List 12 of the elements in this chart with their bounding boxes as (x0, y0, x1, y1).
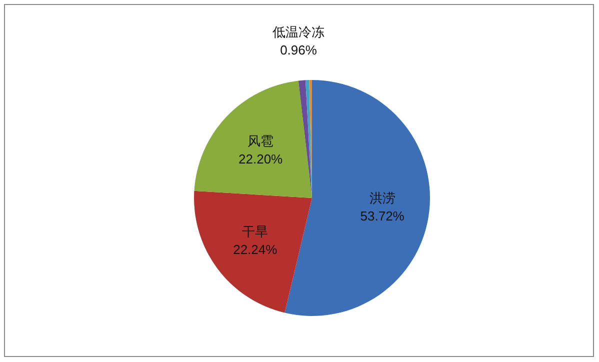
pie-slice (298, 80, 312, 198)
slice-label: 低温冷冻 (272, 24, 325, 40)
data-label: 22.20% (238, 151, 284, 166)
data-label: 0.96% (280, 42, 318, 58)
pie-slice (284, 80, 430, 316)
slice-label: 洪涝 (369, 190, 396, 206)
pie-slice (194, 190, 312, 313)
slice-label: 干旱 (242, 224, 268, 240)
pie-slice (194, 80, 312, 198)
slice-label: 风雹 (248, 133, 274, 148)
data-label: 53.72% (360, 208, 405, 224)
data-label: 22.24% (233, 242, 278, 258)
